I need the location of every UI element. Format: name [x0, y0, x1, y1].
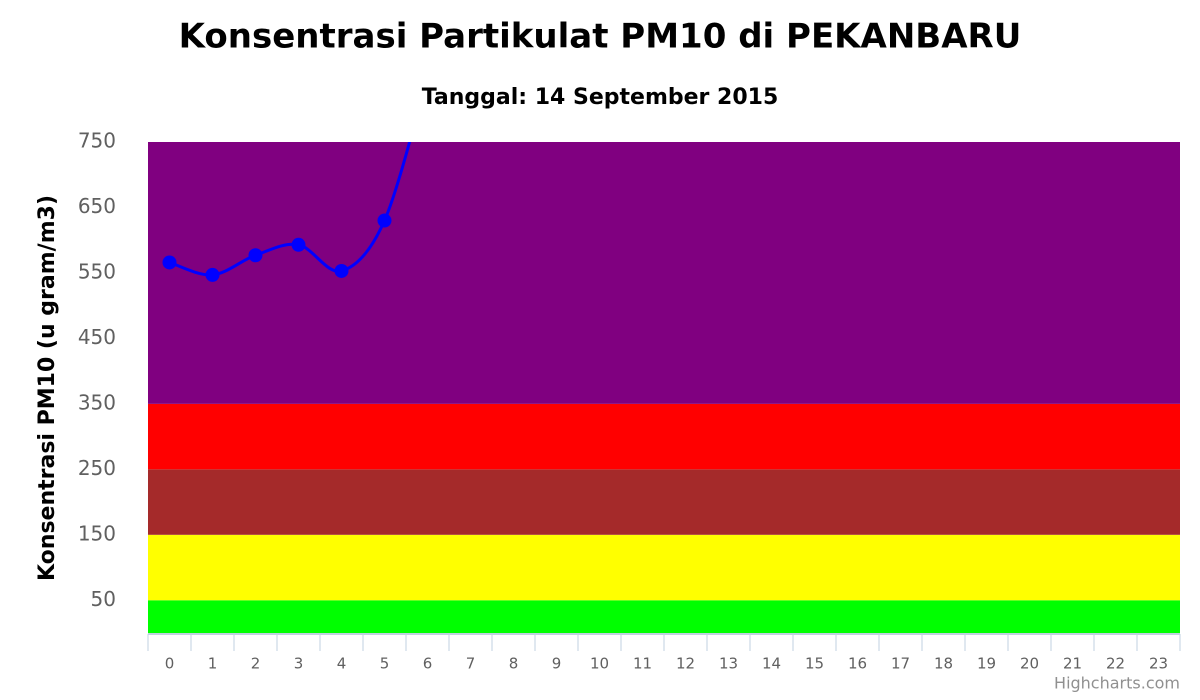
- chart-title: Konsentrasi Partikulat PM10 di PEKANBARU: [179, 17, 1022, 57]
- data-point: [205, 267, 220, 282]
- x-tick-label: 14: [762, 655, 781, 673]
- data-point: [421, 70, 435, 84]
- plot-band: [148, 534, 1180, 601]
- x-tick-label: 15: [805, 655, 824, 673]
- x-tick-label: 6: [423, 655, 433, 673]
- x-tick-label: 0: [165, 655, 175, 673]
- x-tick-label: 8: [509, 655, 519, 673]
- x-tick-label: 18: [934, 655, 953, 673]
- x-tick-label: 2: [251, 655, 261, 673]
- x-tick-label: 21: [1063, 655, 1082, 673]
- y-tick-label: 250: [78, 456, 116, 480]
- x-tick-label: 9: [552, 655, 562, 673]
- credits: Highcharts.com: [1054, 674, 1180, 693]
- data-point: [291, 237, 306, 252]
- x-tick-label: 7: [466, 655, 476, 673]
- data-point: [248, 248, 263, 263]
- plot-band: [148, 142, 1180, 404]
- x-tick-label: 12: [676, 655, 695, 673]
- x-tick-label: 19: [977, 655, 996, 673]
- data-point: [377, 213, 392, 228]
- y-tick-label: 150: [78, 521, 116, 545]
- y-tick-label: 550: [78, 259, 116, 283]
- x-tick-label: 5: [380, 655, 390, 673]
- x-tick-label: 3: [294, 655, 304, 673]
- data-point: [334, 263, 349, 278]
- data-point: [162, 255, 177, 270]
- x-tick-label: 1: [208, 655, 218, 673]
- x-tick-label: 4: [337, 655, 347, 673]
- y-tick-label: 50: [91, 587, 116, 611]
- y-tick-label: 450: [78, 325, 116, 349]
- chart-subtitle: Tanggal: 14 September 2015: [422, 85, 779, 110]
- x-tick-label: 13: [719, 655, 738, 673]
- plot-band: [148, 469, 1180, 535]
- x-tick-label: 11: [633, 655, 652, 673]
- x-tick-label: 20: [1020, 655, 1039, 673]
- y-tick-label: 650: [78, 194, 116, 218]
- y-axis-title: Konsentrasi PM10 (u gram/m3): [35, 195, 60, 581]
- y-tick-label: 750: [78, 129, 116, 153]
- x-tick-label: 16: [848, 655, 867, 673]
- plot-band: [148, 403, 1180, 470]
- plot-band: [148, 600, 1180, 633]
- y-tick-label: 350: [78, 390, 116, 414]
- x-tick-label: 23: [1149, 655, 1168, 673]
- x-tick-label: 10: [590, 655, 609, 673]
- plot-series: [162, 70, 435, 282]
- x-tick-label: 22: [1106, 655, 1125, 673]
- x-tick-label: 17: [891, 655, 910, 673]
